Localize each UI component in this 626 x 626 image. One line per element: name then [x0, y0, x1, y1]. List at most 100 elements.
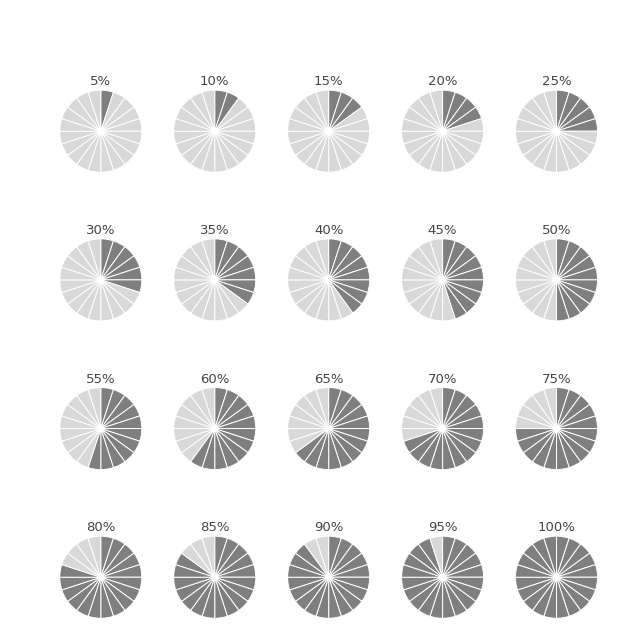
Wedge shape: [76, 131, 101, 170]
Wedge shape: [329, 387, 341, 429]
Wedge shape: [215, 131, 256, 144]
Wedge shape: [304, 280, 329, 319]
Wedge shape: [101, 247, 134, 280]
Wedge shape: [329, 404, 367, 429]
Wedge shape: [59, 131, 101, 144]
Wedge shape: [316, 536, 329, 577]
Wedge shape: [329, 429, 341, 470]
Wedge shape: [532, 92, 557, 131]
Wedge shape: [176, 577, 215, 602]
Wedge shape: [401, 267, 443, 280]
Wedge shape: [59, 118, 101, 131]
Wedge shape: [215, 241, 239, 280]
Wedge shape: [287, 118, 329, 131]
Wedge shape: [101, 280, 142, 292]
Wedge shape: [329, 577, 341, 618]
Wedge shape: [304, 577, 329, 616]
Wedge shape: [215, 131, 254, 155]
Wedge shape: [404, 404, 443, 429]
Wedge shape: [68, 247, 101, 280]
Wedge shape: [518, 107, 557, 131]
Text: 15%: 15%: [314, 75, 344, 88]
Wedge shape: [443, 131, 467, 170]
Wedge shape: [418, 538, 443, 577]
Wedge shape: [329, 131, 370, 144]
Wedge shape: [101, 131, 134, 165]
Wedge shape: [215, 98, 248, 131]
Wedge shape: [418, 280, 443, 319]
Wedge shape: [304, 131, 329, 170]
Wedge shape: [295, 280, 329, 313]
Wedge shape: [176, 280, 215, 304]
Wedge shape: [62, 131, 101, 155]
Wedge shape: [68, 577, 101, 610]
Wedge shape: [287, 416, 329, 429]
Wedge shape: [176, 553, 215, 577]
Wedge shape: [443, 553, 481, 577]
Wedge shape: [557, 538, 581, 577]
Wedge shape: [215, 565, 256, 577]
Wedge shape: [101, 429, 113, 470]
Circle shape: [326, 277, 332, 283]
Wedge shape: [176, 107, 215, 131]
Wedge shape: [518, 577, 557, 602]
Wedge shape: [544, 239, 557, 280]
Wedge shape: [101, 241, 125, 280]
Wedge shape: [443, 118, 484, 131]
Wedge shape: [443, 538, 467, 577]
Wedge shape: [329, 577, 362, 610]
Wedge shape: [515, 280, 557, 292]
Text: 90%: 90%: [314, 521, 343, 535]
Wedge shape: [202, 280, 215, 321]
Wedge shape: [76, 429, 101, 468]
Wedge shape: [443, 98, 476, 131]
Wedge shape: [215, 538, 239, 577]
Wedge shape: [329, 544, 362, 577]
Wedge shape: [101, 280, 134, 313]
Wedge shape: [290, 553, 329, 577]
Wedge shape: [62, 404, 101, 429]
Wedge shape: [68, 544, 101, 577]
Wedge shape: [190, 429, 215, 468]
Wedge shape: [443, 256, 481, 280]
Wedge shape: [430, 429, 443, 470]
Wedge shape: [215, 544, 248, 577]
Wedge shape: [557, 280, 581, 319]
Wedge shape: [295, 131, 329, 165]
Wedge shape: [173, 565, 215, 577]
Wedge shape: [418, 241, 443, 280]
Text: 35%: 35%: [200, 224, 230, 237]
Wedge shape: [215, 280, 239, 319]
Wedge shape: [176, 404, 215, 429]
Wedge shape: [59, 280, 101, 292]
Text: 85%: 85%: [200, 521, 230, 535]
Wedge shape: [409, 280, 443, 313]
Circle shape: [212, 128, 218, 134]
Wedge shape: [557, 577, 595, 602]
Circle shape: [326, 575, 332, 580]
Text: 40%: 40%: [314, 224, 343, 237]
Wedge shape: [443, 92, 467, 131]
Wedge shape: [215, 577, 239, 616]
Wedge shape: [62, 107, 101, 131]
Text: 55%: 55%: [86, 372, 116, 386]
Text: 30%: 30%: [86, 224, 116, 237]
Circle shape: [553, 128, 560, 134]
Wedge shape: [443, 577, 476, 610]
Wedge shape: [295, 247, 329, 280]
Wedge shape: [76, 280, 101, 319]
Wedge shape: [190, 131, 215, 170]
Wedge shape: [557, 577, 598, 590]
Wedge shape: [190, 389, 215, 429]
Wedge shape: [76, 389, 101, 429]
Wedge shape: [532, 131, 557, 170]
Text: 45%: 45%: [428, 224, 458, 237]
Wedge shape: [443, 131, 481, 155]
Wedge shape: [68, 98, 101, 131]
Wedge shape: [59, 565, 101, 577]
Wedge shape: [316, 429, 329, 470]
Wedge shape: [443, 90, 455, 131]
Wedge shape: [329, 280, 367, 304]
Wedge shape: [173, 267, 215, 280]
Wedge shape: [404, 280, 443, 304]
